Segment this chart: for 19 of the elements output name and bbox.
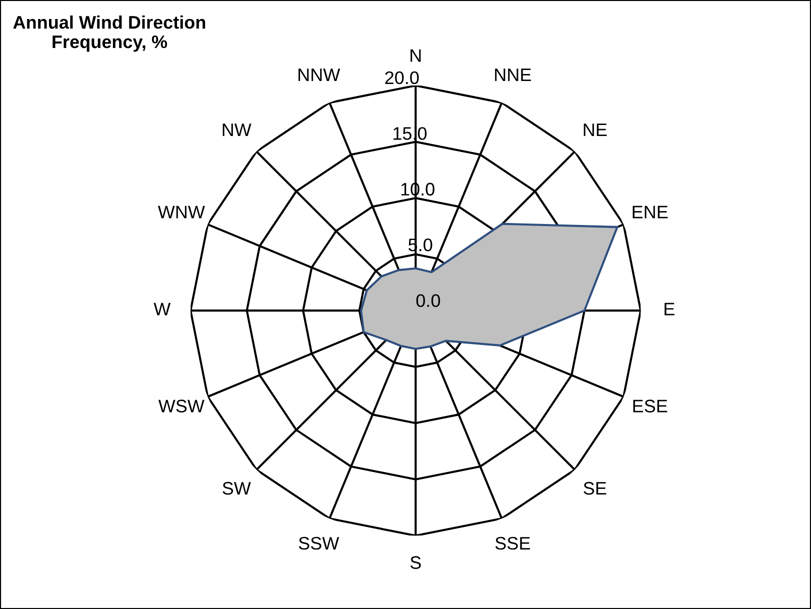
- spoke-label: NNE: [495, 68, 531, 82]
- y-tick-label: 0.0: [416, 294, 440, 308]
- spoke-label: ESE: [633, 400, 668, 412]
- spoke-label: ENE: [632, 206, 668, 218]
- spoke-label: NW: [222, 124, 252, 136]
- spoke-label: N: [410, 49, 421, 62]
- spoke-label: S: [410, 556, 421, 569]
- y-tick-label: 20.0: [385, 71, 419, 84]
- spoke-label: NNW: [298, 68, 340, 82]
- spoke-label: WSW: [158, 400, 204, 412]
- spoke-label: SSE: [495, 536, 530, 550]
- spoke-label: SE: [584, 482, 606, 495]
- spoke-label: W: [154, 302, 171, 316]
- spoke-label: E: [664, 302, 674, 316]
- spoke-label: NE: [584, 124, 607, 136]
- spoke-label: SSW: [298, 536, 340, 550]
- spoke-label: SW: [222, 482, 251, 495]
- spoke-label: WNW: [158, 206, 205, 218]
- chart-title: Annual Wind Direction Frequency, %: [13, 15, 206, 52]
